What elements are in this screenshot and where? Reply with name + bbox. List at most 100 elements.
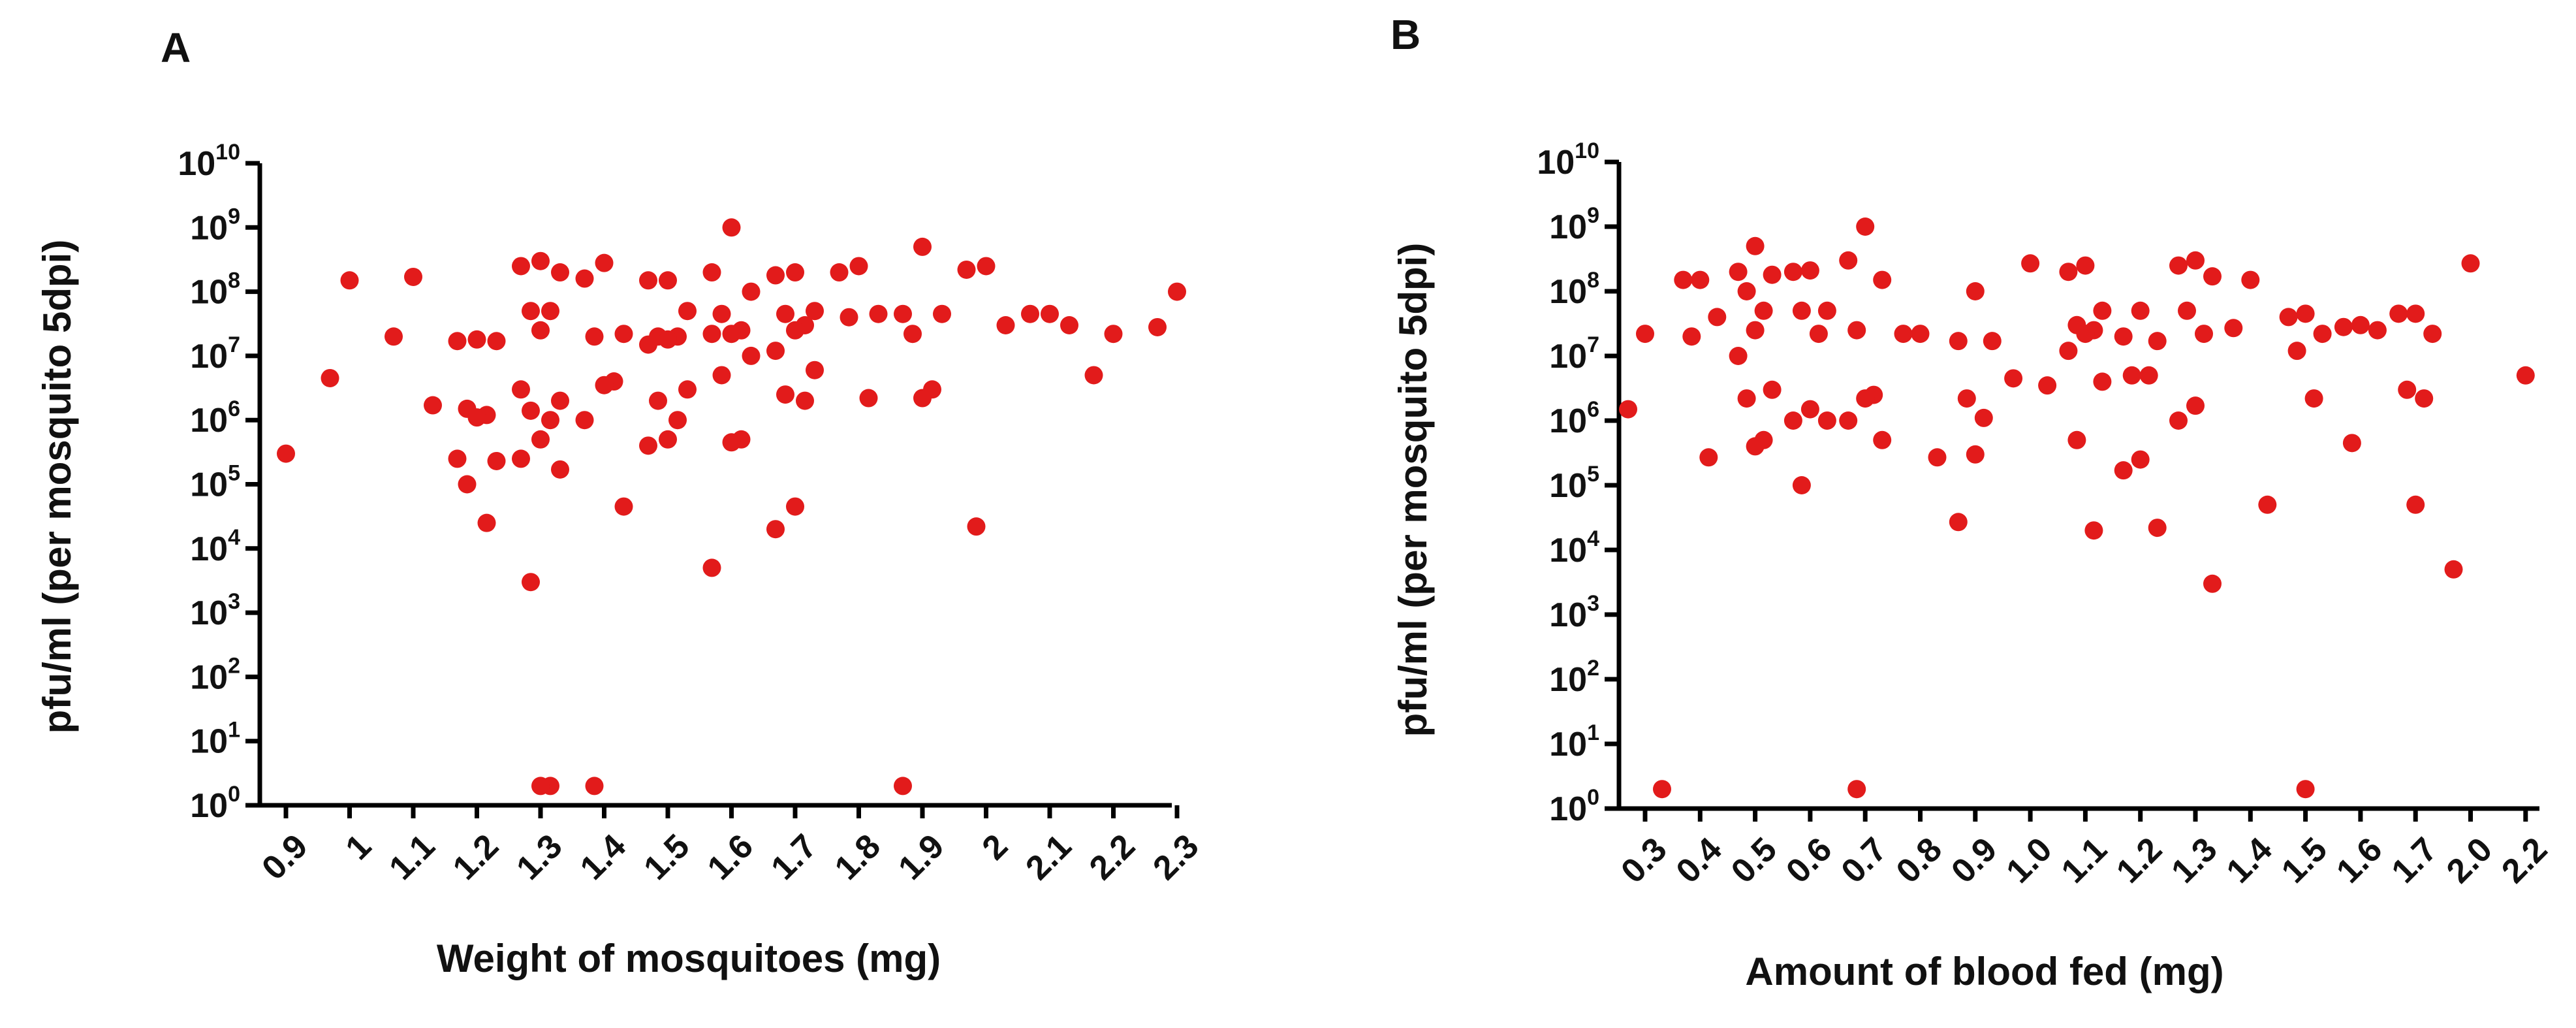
data-point — [1691, 270, 1710, 289]
data-point — [933, 304, 951, 323]
data-point — [742, 346, 761, 365]
data-point — [1619, 400, 1637, 419]
y-tick-label: 100 — [1549, 785, 1599, 828]
data-point — [702, 263, 721, 282]
data-point — [712, 366, 731, 385]
data-point — [531, 777, 550, 795]
y-tick-label: 102 — [190, 653, 240, 696]
data-point — [2093, 301, 2112, 320]
data-point — [2148, 332, 2167, 351]
x-tick-label: 1.3 — [2164, 830, 2224, 890]
y-tick-label: 103 — [1549, 591, 1599, 634]
data-point — [1928, 448, 1947, 467]
data-point — [2296, 304, 2315, 323]
data-point — [448, 332, 467, 351]
data-point — [522, 573, 540, 592]
x-tick-label: 0.6 — [1779, 830, 1839, 890]
data-point — [522, 302, 540, 321]
panel-b-x-ticks: 0.30.40.50.60.70.80.91.01.11.21.31.41.51… — [1614, 809, 2554, 891]
y-tick-label: 100 — [190, 782, 240, 825]
data-point — [585, 327, 604, 346]
y-tick-label: 101 — [1549, 720, 1599, 763]
data-point — [2258, 495, 2277, 514]
panel-a-x-axis-title: Weight of mosquitoes (mg) — [437, 937, 941, 980]
data-point — [2059, 342, 2078, 361]
data-point — [786, 321, 804, 340]
data-point — [2389, 304, 2408, 323]
data-point — [806, 361, 824, 379]
data-point — [1754, 301, 1773, 320]
data-point — [2203, 267, 2222, 286]
data-point — [2186, 251, 2205, 270]
y-tick-label: 106 — [190, 396, 240, 440]
y-tick-label: 104 — [1549, 526, 1599, 570]
panel-a-letter: A — [161, 24, 191, 71]
data-point — [467, 330, 486, 349]
data-point — [913, 389, 932, 408]
data-point — [2004, 369, 2023, 388]
data-point — [2131, 450, 2150, 469]
data-point — [277, 444, 295, 463]
data-point — [1966, 445, 1985, 464]
data-point — [2169, 411, 2188, 430]
data-point — [659, 330, 677, 349]
panel-b: B pfu/ml (per mosquito 5dpi) Amount of b… — [1390, 11, 2554, 993]
data-point — [2241, 270, 2260, 289]
data-point — [1737, 282, 1756, 300]
data-point — [2076, 256, 2095, 275]
x-tick-label: 1.0 — [1999, 830, 2059, 890]
data-point — [1894, 325, 1913, 344]
data-point — [1949, 513, 1968, 532]
data-point — [840, 308, 858, 327]
data-point — [2406, 495, 2425, 514]
data-point — [1746, 236, 1765, 255]
data-point — [957, 260, 976, 279]
data-point — [639, 271, 657, 290]
data-point — [1084, 366, 1103, 385]
data-point — [467, 408, 486, 427]
data-point — [702, 558, 721, 577]
data-point — [977, 257, 996, 276]
data-point — [1800, 400, 1819, 419]
data-point — [869, 304, 888, 323]
data-point — [849, 257, 868, 276]
data-point — [531, 251, 550, 270]
x-tick-label: 0.8 — [1889, 830, 1949, 890]
x-tick-label: 2.3 — [1146, 827, 1206, 887]
data-point — [1699, 448, 1718, 467]
data-point — [766, 342, 785, 361]
x-tick-label: 2 — [975, 827, 1015, 867]
x-tick-label: 1.8 — [828, 827, 888, 887]
y-tick-label: 109 — [1549, 203, 1599, 246]
x-tick-label: 1.5 — [636, 827, 697, 887]
y-tick-label: 102 — [1549, 656, 1599, 699]
data-point — [859, 389, 878, 408]
data-point — [1949, 332, 1968, 351]
data-point — [522, 401, 540, 420]
x-tick-label: 1.6 — [2329, 830, 2389, 890]
data-point — [2139, 366, 2158, 385]
data-point — [1682, 327, 1701, 346]
data-point — [2415, 389, 2434, 408]
data-point — [2279, 308, 2298, 327]
data-point — [1817, 411, 1836, 430]
data-point — [585, 777, 604, 795]
y-tick-label: 103 — [190, 589, 240, 632]
y-tick-label: 104 — [190, 525, 240, 568]
data-point — [639, 335, 657, 354]
data-point — [321, 368, 339, 387]
y-tick-label: 108 — [1549, 268, 1599, 311]
panel-a-points — [277, 218, 1186, 795]
data-point — [1737, 389, 1756, 408]
data-point — [668, 411, 687, 430]
data-point — [575, 269, 594, 288]
data-point — [595, 376, 614, 394]
data-point — [404, 267, 422, 286]
data-point — [766, 266, 785, 285]
data-point — [551, 460, 569, 479]
data-point — [595, 253, 614, 272]
data-point — [512, 380, 530, 399]
data-point — [1708, 308, 1727, 327]
x-tick-label: 1.1 — [382, 827, 442, 887]
panel-b-y-axis-title: pfu/ml (per mosquito 5dpi) — [1391, 243, 1435, 737]
